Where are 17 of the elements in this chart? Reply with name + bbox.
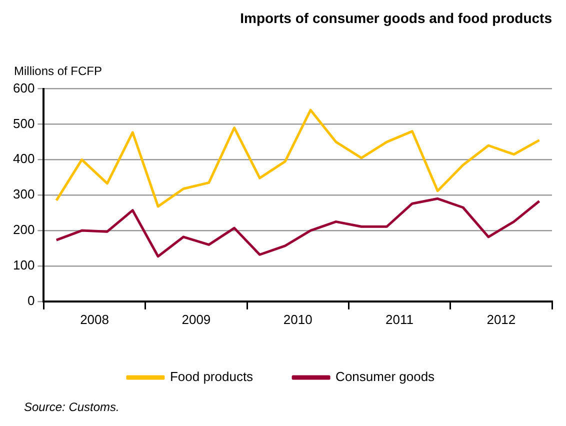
y-tick-label: 0 xyxy=(27,292,35,308)
x-tick-label: 2009 xyxy=(182,312,211,327)
legend-label: Consumer goods xyxy=(336,369,436,384)
source-note: Source: Customs. xyxy=(24,400,120,414)
y-tick-label: 200 xyxy=(12,222,35,238)
x-tick-label: 2012 xyxy=(486,312,516,327)
chart-title: Imports of consumer goods and food products xyxy=(240,10,552,26)
y-tick-label: 100 xyxy=(12,258,35,273)
y-tick-label: 500 xyxy=(12,116,35,131)
x-tick-label: 2010 xyxy=(283,312,312,327)
x-tick-label: 2011 xyxy=(386,312,414,327)
y-tick-label: 300 xyxy=(12,186,35,202)
legend-label: Food products xyxy=(170,369,254,384)
y-tick-label: 600 xyxy=(12,80,35,96)
y-tick-label: 400 xyxy=(12,151,35,166)
y-axis-title: Millions of FCFP xyxy=(14,64,102,78)
x-tick-label: 2008 xyxy=(80,312,109,327)
